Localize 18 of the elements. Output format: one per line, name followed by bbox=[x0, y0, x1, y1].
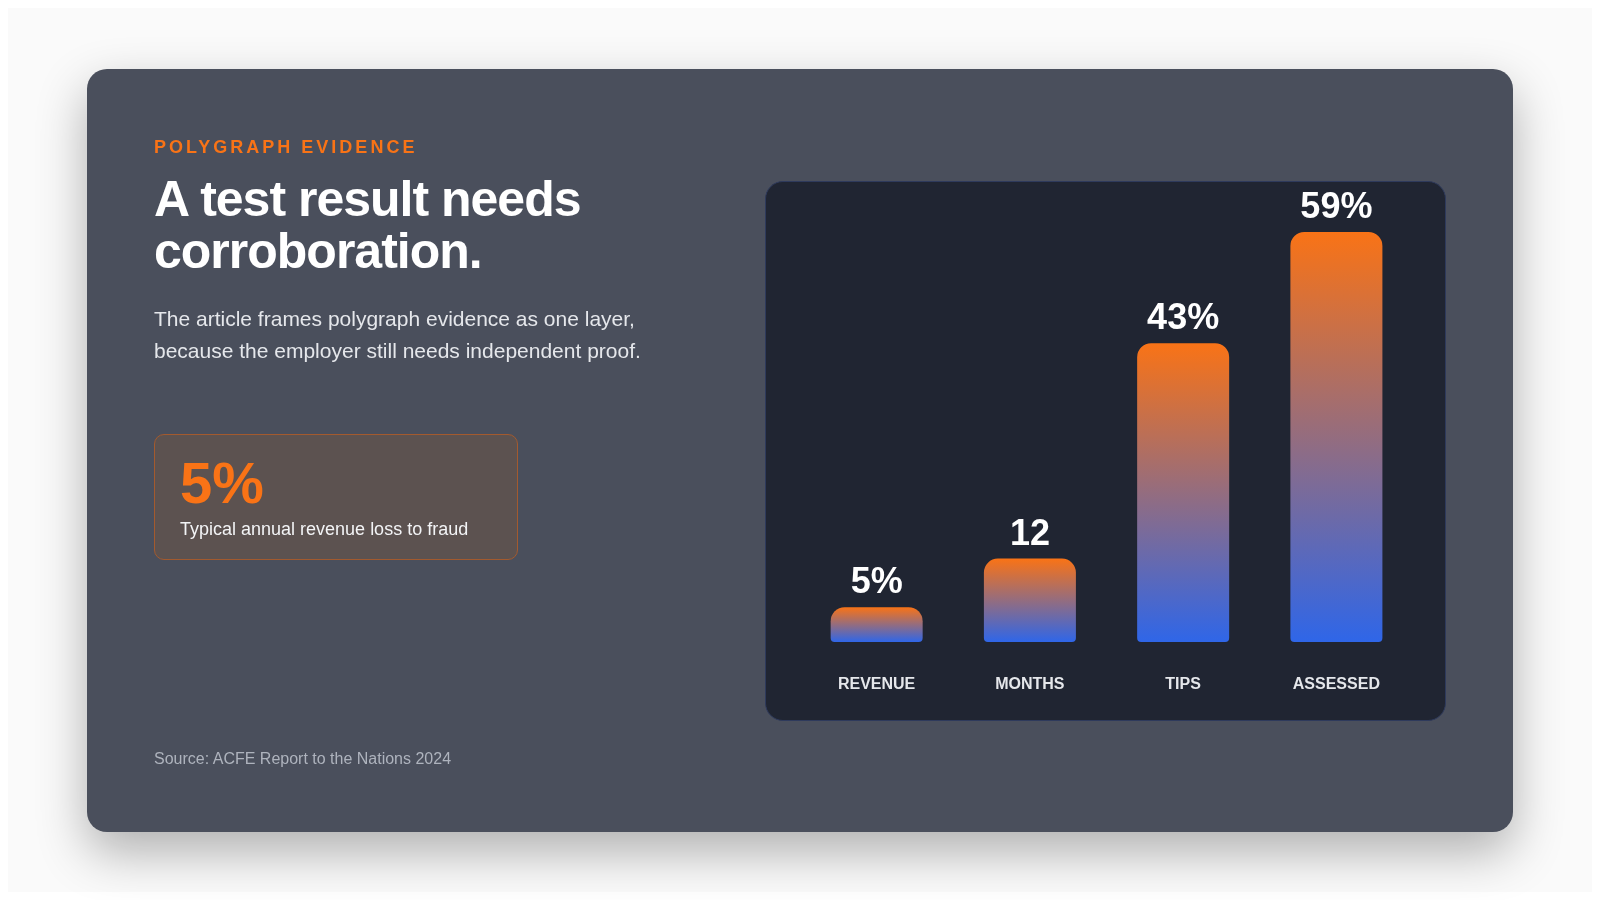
bar bbox=[1137, 343, 1230, 642]
text: Typical annual revenue loss to fraud bbox=[180, 519, 469, 540]
bar bbox=[830, 607, 923, 642]
text: POLYGRAPH EVIDENCE bbox=[154, 137, 418, 158]
data-label: 12 bbox=[1009, 511, 1050, 553]
bar bbox=[1290, 232, 1383, 642]
text: A test result needs corroboration. bbox=[154, 171, 582, 279]
x-tick-label: ASSESSED bbox=[1292, 675, 1380, 693]
data-label: 5% bbox=[850, 560, 903, 602]
data-label: 59% bbox=[1300, 185, 1373, 226]
data-label: 43% bbox=[1147, 296, 1220, 338]
text: The article frames polygraph evidence as one layer, because the employer still needs independent proof. bbox=[154, 306, 642, 364]
x-tick-label: REVENUE bbox=[837, 675, 916, 693]
x-tick-label: MONTHS bbox=[995, 675, 1065, 693]
source-note: Source: ACFE Report to the Nations 2024 bbox=[154, 750, 452, 768]
text: 5% bbox=[180, 449, 264, 516]
bar bbox=[983, 558, 1076, 642]
x-tick-label: TIPS bbox=[1165, 675, 1202, 693]
